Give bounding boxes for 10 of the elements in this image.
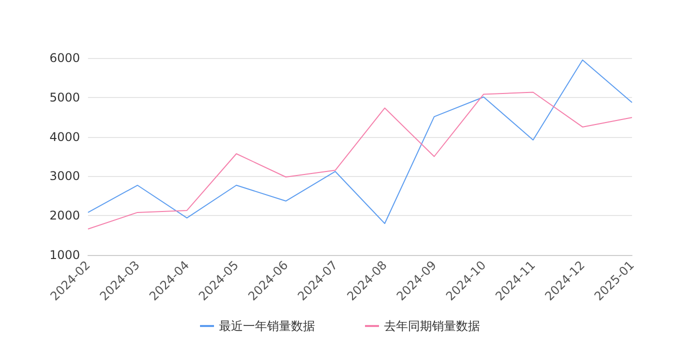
line-series [88,92,632,230]
y-tick-label: 3000 [49,169,80,184]
y-tick-label: 5000 [49,90,80,104]
legend-label: 最近一年销量数据 [219,319,315,333]
y-tick-label: 4000 [49,130,80,144]
y-tick-label: 6000 [49,51,80,65]
legend-label: 去年同期销量数据 [384,319,480,333]
line-series [88,59,632,224]
y-tick-label: 2000 [49,208,80,223]
y-tick-label: 1000 [49,248,80,262]
